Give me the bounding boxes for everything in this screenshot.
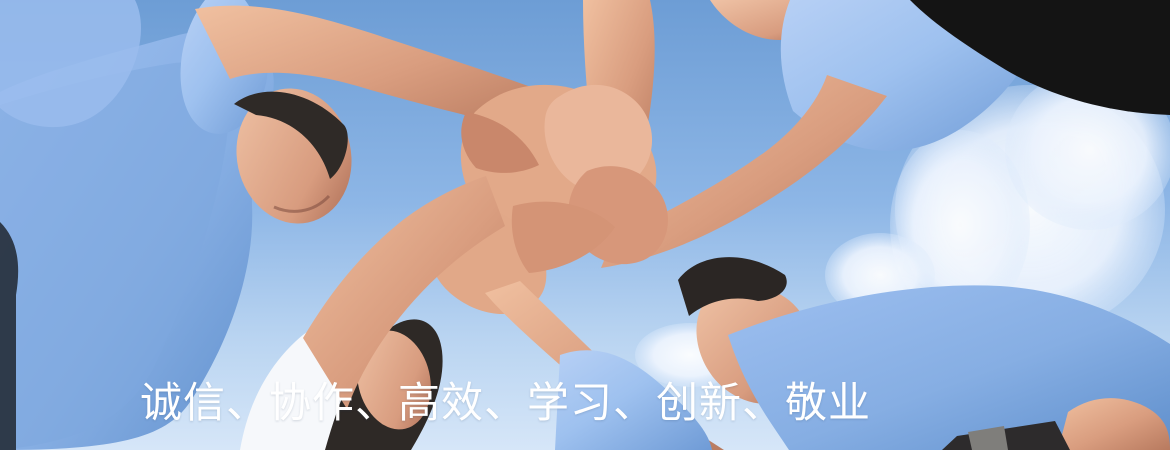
left-person: [0, 0, 548, 450]
top-center-person: [583, 0, 1170, 268]
company-values-slogan: 诚信、协作、高效、学习、创新、敬业: [140, 378, 872, 427]
bottom-right-person: [485, 257, 1170, 450]
bottom-left-person: [240, 176, 505, 450]
